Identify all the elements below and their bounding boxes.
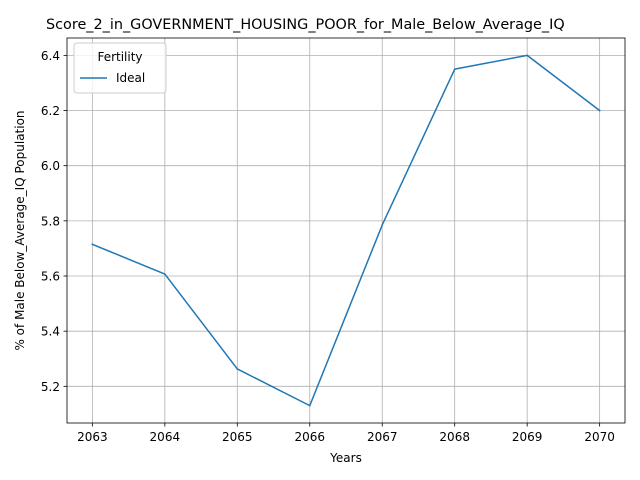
- series-group: [91, 54, 601, 407]
- y-tick-label: 6.2: [41, 104, 60, 118]
- y-axis-title: % of Male Below_Average_IQ Population: [13, 110, 27, 350]
- plot-frame: [66, 37, 626, 424]
- x-tick-label: 2064: [150, 430, 181, 444]
- y-axis-ticks: 5.2 5.4 5.6 5.8 6.0 6.2 6.4: [41, 49, 67, 394]
- y-tick-label: 5.4: [41, 325, 60, 339]
- x-tick-label: 2070: [584, 430, 615, 444]
- x-tick-label: 2067: [367, 430, 398, 444]
- x-tick-label: 2068: [439, 430, 470, 444]
- y-tick-label: 6.4: [41, 49, 60, 63]
- legend-title: Fertility: [97, 50, 142, 64]
- data-point: [453, 68, 456, 70]
- plot-background: [67, 38, 625, 423]
- data-point: [309, 404, 311, 407]
- chart-title: Score_2_in_GOVERNMENT_HOUSING_POOR_for_M…: [46, 17, 565, 33]
- y-tick-label: 5.8: [41, 214, 60, 228]
- x-tick-label: 2069: [512, 430, 543, 444]
- plot-area: 2063 2064 2065 2066 2067 2068 2069 2070 5.25.45…: [41, 37, 626, 444]
- x-axis-title: Years: [329, 451, 362, 465]
- y-tick-label: 5.6: [41, 270, 60, 284]
- legend: Fertility Ideal: [73, 42, 167, 94]
- x-tick-label: 2063: [77, 430, 108, 444]
- data-point: [164, 273, 166, 275]
- data-point: [381, 224, 383, 226]
- x-tick-label: 2066: [294, 430, 325, 444]
- x-axis-ticks: 2063 2064 2065 2066 2067 2068 2069 2070: [77, 423, 615, 444]
- x-tick-label: 2065: [222, 430, 253, 444]
- data-point: [236, 368, 239, 370]
- legend-label-ideal: Ideal: [116, 71, 145, 85]
- y-tick-label: 5.2: [41, 380, 60, 394]
- data-point: [526, 54, 528, 57]
- legend-box: [73, 42, 167, 94]
- data-point: [598, 109, 601, 112]
- grid-lines: [67, 38, 625, 423]
- series-line-ideal: [91, 54, 601, 407]
- y-tick-label: 6.0: [41, 159, 60, 173]
- data-point: [91, 243, 94, 246]
